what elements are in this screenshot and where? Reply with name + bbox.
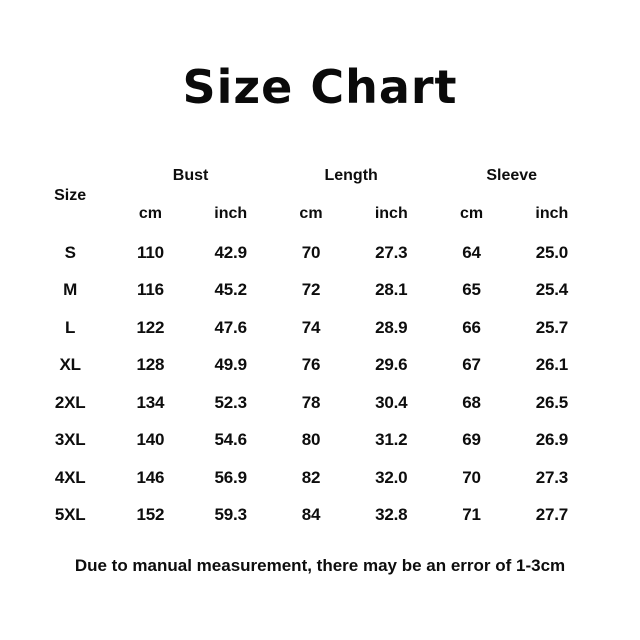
sleeve-cm-value: 64 xyxy=(462,242,481,262)
length-inch-value: 28.1 xyxy=(375,280,408,300)
sleeve-cm-value: 71 xyxy=(462,505,481,525)
bust-cm-value: 146 xyxy=(136,467,165,487)
bust-cm-value: 116 xyxy=(137,280,164,300)
size-cell: 2XL xyxy=(54,392,86,412)
size-cell: 5XL xyxy=(54,505,86,525)
length-cm-value: 74 xyxy=(301,317,321,337)
size-table: Size Bust Length Sleeve cm inch cm inch … xyxy=(30,158,592,534)
length-inch-value: 32.8 xyxy=(375,505,408,525)
bust-inch-value: 49.9 xyxy=(214,355,247,375)
unit-header-length-inch: inch xyxy=(374,205,408,222)
length-inch-value: 28.9 xyxy=(375,317,408,337)
unit-header-length-cm: cm xyxy=(299,205,323,222)
sleeve-cm-value: 66 xyxy=(462,317,481,337)
bust-inch-value: 47.6 xyxy=(214,317,247,337)
unit-header-bust-inch: inch xyxy=(214,205,248,222)
length-cm-value: 72 xyxy=(301,280,321,300)
bust-cm-value: 128 xyxy=(136,355,165,375)
sleeve-cm-value: 67 xyxy=(462,355,481,375)
length-cm-value: 82 xyxy=(301,467,321,487)
measurement-disclaimer: Due to manual measurement, there may be … xyxy=(74,556,566,575)
sleeve-cm-value: 65 xyxy=(462,280,481,300)
length-inch-value: 32.0 xyxy=(375,467,408,487)
length-inch-value: 29.6 xyxy=(375,355,408,375)
column-group-sleeve: Sleeve xyxy=(486,167,538,184)
bust-inch-value: 54.6 xyxy=(214,430,247,450)
size-cell: 4XL xyxy=(54,467,86,487)
bust-cm-value: 122 xyxy=(136,317,165,337)
length-cm-value: 70 xyxy=(301,242,321,262)
length-cm-value: 84 xyxy=(301,505,321,525)
length-inch-value: 27.3 xyxy=(375,242,408,262)
sleeve-inch-value: 27.3 xyxy=(535,467,568,487)
unit-header-sleeve-cm: cm xyxy=(460,205,484,222)
sleeve-inch-value: 26.9 xyxy=(535,430,568,450)
sleeve-inch-value: 26.5 xyxy=(535,392,568,412)
sleeve-inch-value: 27.7 xyxy=(535,505,568,525)
bust-inch-value: 56.9 xyxy=(214,467,247,487)
length-inch-value: 30.4 xyxy=(375,392,408,412)
size-cell: S xyxy=(64,242,76,262)
bust-cm-value: 110 xyxy=(137,242,164,262)
sleeve-inch-value: 26.1 xyxy=(535,355,568,375)
unit-header-sleeve-inch: inch xyxy=(535,205,569,222)
page-title: Size Chart xyxy=(182,60,458,114)
bust-inch-value: 42.9 xyxy=(214,242,247,262)
sleeve-inch-value: 25.7 xyxy=(535,317,568,337)
sleeve-cm-value: 69 xyxy=(462,430,481,450)
size-cell: XL xyxy=(59,355,81,375)
length-cm-value: 76 xyxy=(301,355,321,375)
unit-header-bust-cm: cm xyxy=(138,205,162,222)
bust-inch-value: 45.2 xyxy=(214,280,247,300)
bust-inch-value: 52.3 xyxy=(214,392,247,412)
column-group-bust: Bust xyxy=(172,167,209,184)
column-group-length: Length xyxy=(324,167,378,184)
sleeve-cm-value: 70 xyxy=(462,467,481,487)
bust-cm-value: 140 xyxy=(136,430,165,450)
column-header-size: Size xyxy=(54,187,87,204)
length-inch-value: 31.2 xyxy=(375,430,408,450)
sleeve-inch-value: 25.0 xyxy=(535,242,568,262)
table-header: Size Bust Length Sleeve cm inch cm inch … xyxy=(30,158,592,234)
bust-cm-value: 152 xyxy=(136,505,165,525)
size-cell: L xyxy=(65,317,76,337)
bust-cm-value: 134 xyxy=(136,392,165,412)
sleeve-inch-value: 25.4 xyxy=(535,280,568,300)
size-cell: 3XL xyxy=(54,430,86,450)
length-cm-value: 80 xyxy=(301,430,321,450)
bust-inch-value: 59.3 xyxy=(214,505,247,525)
sleeve-cm-value: 68 xyxy=(462,392,481,412)
length-cm-value: 78 xyxy=(301,392,321,412)
table-body: S 110 42.9 70 27.3 64 25.0 M 116 45.2 72… xyxy=(30,234,592,534)
size-cell: M xyxy=(63,280,78,300)
